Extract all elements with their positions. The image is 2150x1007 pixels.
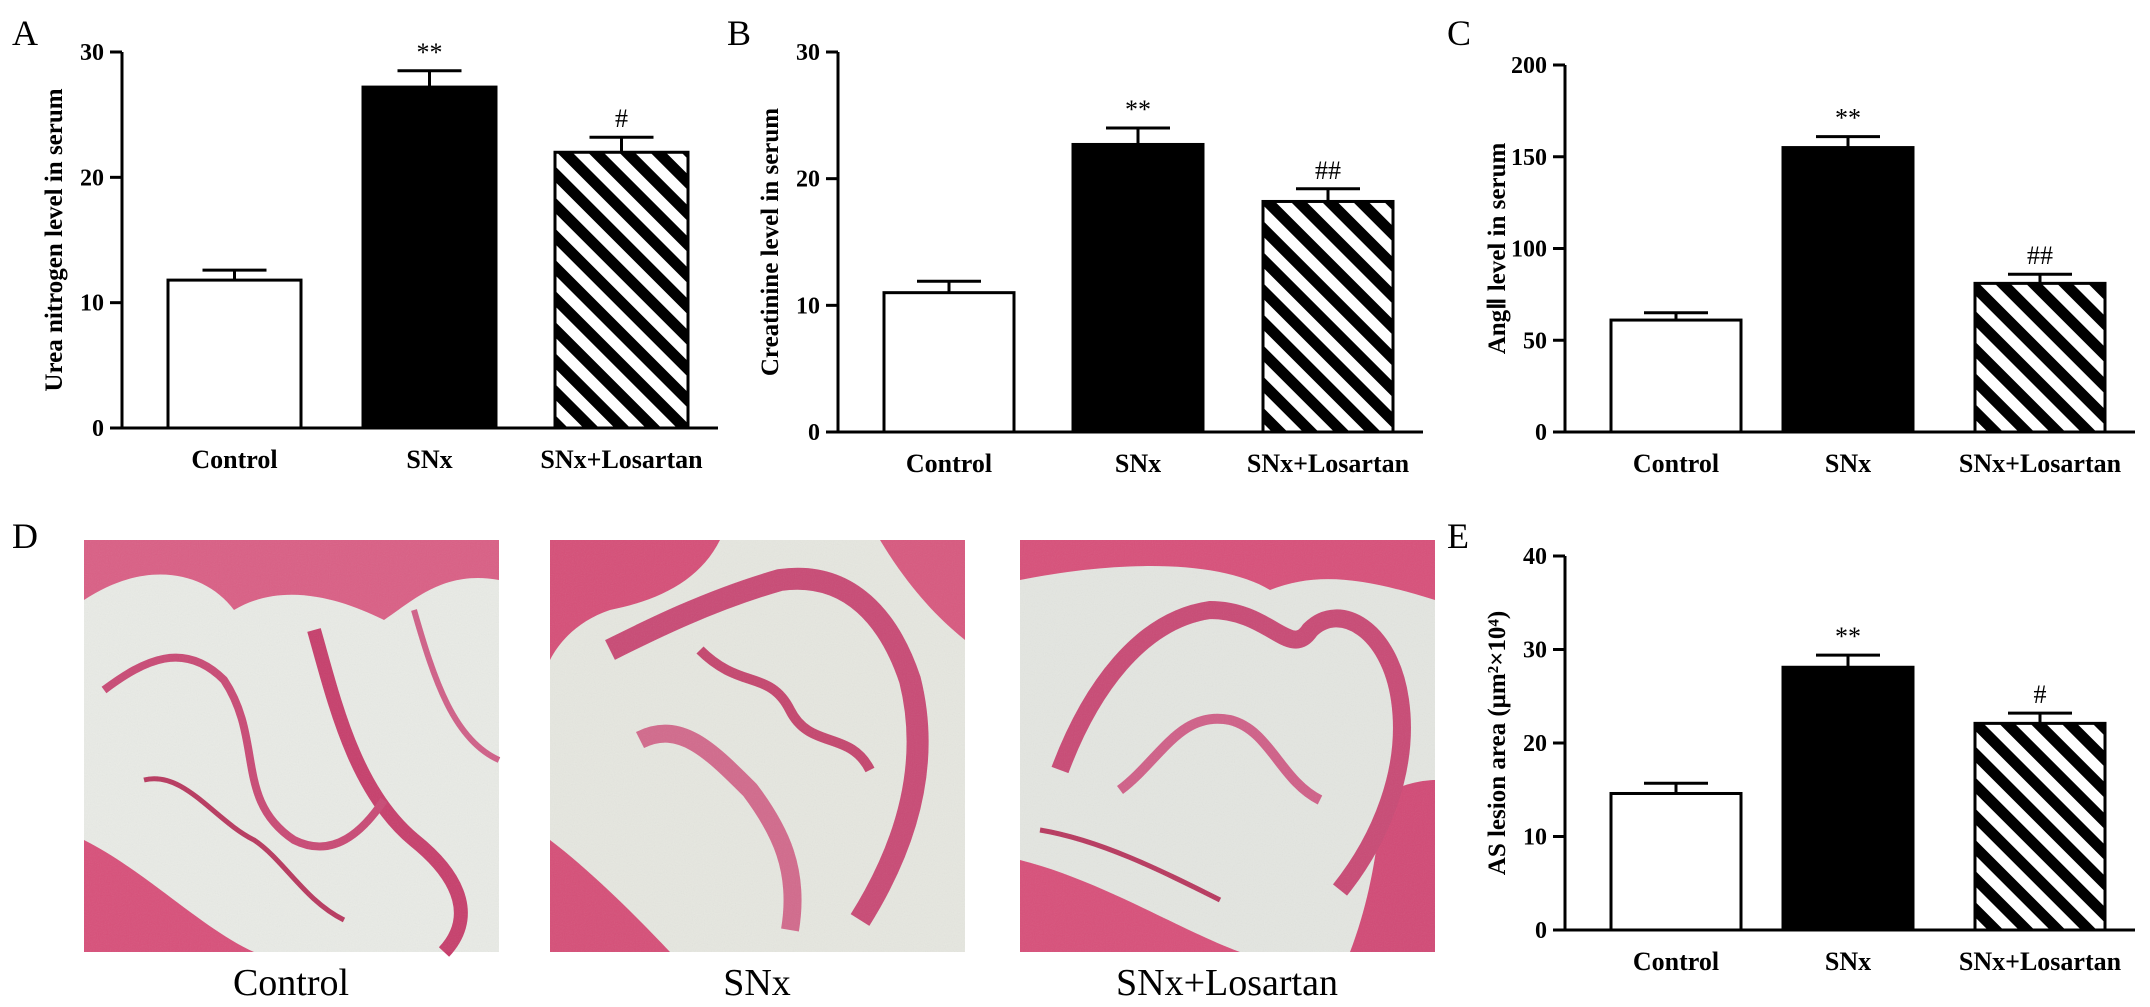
y-axis-label: Creatinine level in serum bbox=[757, 108, 784, 376]
y-tick-label: 100 bbox=[1511, 237, 1547, 263]
significance-marker: # bbox=[615, 104, 628, 133]
significance-marker: ## bbox=[1315, 156, 1341, 185]
x-category-label: SNx bbox=[406, 445, 452, 474]
x-category-label: SNx bbox=[1825, 947, 1871, 976]
significance-marker: ** bbox=[1835, 622, 1861, 651]
y-tick-label: 20 bbox=[796, 167, 820, 193]
y-tick-label: 20 bbox=[80, 165, 104, 191]
significance-marker: ** bbox=[417, 38, 443, 67]
x-category-label: Control bbox=[1633, 947, 1719, 976]
panel-letter-a: A bbox=[12, 13, 38, 53]
x-category-label: SNx+Losartan bbox=[1959, 449, 2122, 478]
y-tick-label: 30 bbox=[796, 40, 820, 66]
significance-marker: ** bbox=[1835, 104, 1861, 133]
micrograph-texture bbox=[1020, 540, 1435, 952]
panel-letter-c: C bbox=[1447, 13, 1471, 53]
y-axis-label: Urea nitrogen level in serum bbox=[41, 88, 68, 391]
x-category-label: SNx+Losartan bbox=[1959, 947, 2122, 976]
bar-snx bbox=[361, 85, 498, 430]
bar-snx bbox=[1781, 665, 1915, 932]
bar-snx-losartan bbox=[1973, 281, 2107, 434]
panel-letter-d: D bbox=[12, 516, 38, 556]
y-tick-label: 30 bbox=[80, 40, 104, 66]
y-tick-label: 10 bbox=[1523, 825, 1547, 851]
y-tick-label: 0 bbox=[1535, 918, 1547, 944]
y-tick-label: 0 bbox=[92, 416, 104, 442]
micrograph-control bbox=[84, 540, 501, 957]
y-axis-label: AS lesion area (μm²×10⁴) bbox=[1484, 611, 1511, 875]
micrograph-snx bbox=[550, 540, 965, 952]
micrograph-caption-snx: SNx bbox=[723, 962, 791, 1004]
micrograph-caption-snx-losartan: SNx+Losartan bbox=[1116, 962, 1338, 1004]
x-category-label: Control bbox=[906, 449, 992, 478]
chart-a: 0 10 20 30 Urea nitrogen level in serum Contr… bbox=[41, 38, 718, 474]
micrograph-caption-control: Control bbox=[233, 962, 349, 1004]
y-tick-label: 200 bbox=[1511, 53, 1547, 79]
y-tick-label: 20 bbox=[1523, 731, 1547, 757]
significance-marker: ## bbox=[2027, 241, 2053, 270]
y-tick-label: 40 bbox=[1523, 544, 1547, 570]
bar-control bbox=[166, 278, 303, 430]
significance-marker: # bbox=[2034, 680, 2047, 709]
significance-marker: ** bbox=[1125, 95, 1151, 124]
panel-letter-b: B bbox=[727, 13, 751, 53]
micrograph-snx-losartan bbox=[1020, 540, 1435, 952]
micrograph-texture bbox=[84, 540, 499, 952]
x-category-label: SNx bbox=[1825, 449, 1871, 478]
y-tick-label: 150 bbox=[1511, 145, 1547, 171]
x-category-label: Control bbox=[1633, 449, 1719, 478]
chart-b: 0 10 20 30 Creatinine level in serum Control *… bbox=[757, 40, 1423, 478]
y-axis-label: AngⅡ level in serum bbox=[1484, 143, 1511, 355]
bar-control bbox=[1609, 791, 1743, 932]
bar-snx-losartan bbox=[1261, 199, 1395, 434]
x-category-label: SNx+Losartan bbox=[1247, 449, 1410, 478]
y-tick-label: 0 bbox=[808, 420, 820, 446]
bar-control bbox=[1609, 318, 1743, 434]
y-tick-label: 50 bbox=[1523, 328, 1547, 354]
bar-snx bbox=[1071, 142, 1205, 434]
bar-snx-losartan bbox=[1973, 721, 2107, 932]
chart-c: 0 50 100 150 200 AngⅡ level in serum Control **… bbox=[1484, 53, 2135, 478]
y-tick-label: 10 bbox=[80, 291, 104, 317]
y-tick-label: 30 bbox=[1523, 638, 1547, 664]
bar-control bbox=[882, 291, 1016, 434]
bar-snx-losartan bbox=[553, 150, 690, 430]
x-category-label: SNx+Losartan bbox=[540, 445, 703, 474]
bar-snx bbox=[1781, 146, 1915, 434]
chart-e: 0 10 20 30 40 AS lesion area (μm²×10⁴) Control… bbox=[1484, 544, 2135, 976]
y-tick-label: 10 bbox=[796, 293, 820, 319]
micrograph-texture bbox=[550, 540, 965, 952]
x-category-label: SNx bbox=[1115, 449, 1161, 478]
panel-letter-e: E bbox=[1447, 516, 1469, 556]
x-category-label: Control bbox=[191, 445, 277, 474]
y-tick-label: 0 bbox=[1535, 420, 1547, 446]
